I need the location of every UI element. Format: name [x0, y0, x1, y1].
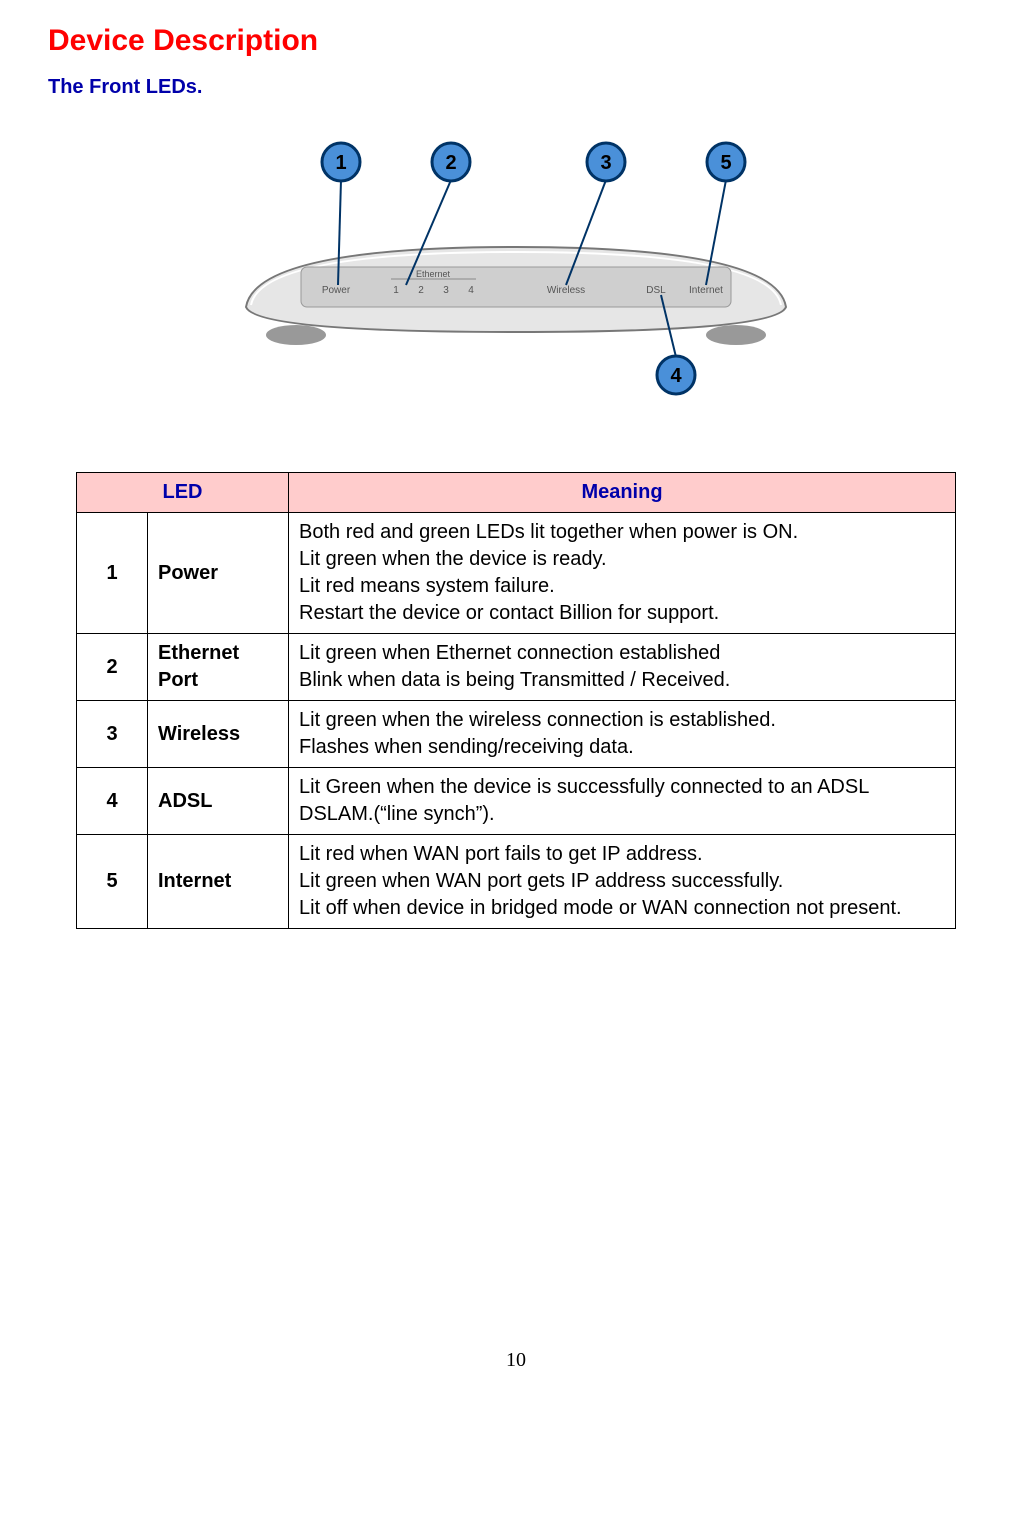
row-meaning: Lit green when Ethernet connection estab…: [289, 634, 956, 701]
row-meaning: Lit Green when the device is successfull…: [289, 768, 956, 835]
row-number: 4: [77, 768, 148, 835]
meaning-line: Flashes when sending/receiving data.: [299, 734, 945, 761]
row-led-name: Power: [148, 513, 289, 634]
meaning-line: Lit red means system failure.: [299, 573, 945, 600]
meaning-line: Lit red when WAN port fails to get IP ad…: [299, 841, 945, 868]
row-meaning: Lit red when WAN port fails to get IP ad…: [289, 835, 956, 929]
meaning-line: Lit green when the wireless connection i…: [299, 707, 945, 734]
meaning-line: Lit Green when the device is successfull…: [299, 774, 945, 828]
svg-text:4: 4: [468, 285, 474, 296]
svg-text:Power: Power: [322, 285, 351, 296]
meaning-line: Restart the device or contact Billion fo…: [299, 600, 945, 627]
led-table: LED Meaning 1Power Both red and green LED…: [76, 472, 956, 929]
svg-text:DSL: DSL: [646, 285, 666, 296]
th-meaning: Meaning: [289, 473, 956, 513]
page-number: 10: [48, 1349, 984, 1372]
svg-text:2: 2: [445, 152, 456, 174]
device-svg: Power 1 2 3 4 Wireless DSL Internet Ethernet 1 2 3 5…: [206, 117, 826, 417]
svg-text:Wireless: Wireless: [547, 285, 585, 296]
row-meaning: Both red and green LEDs lit together whe…: [289, 513, 956, 634]
svg-text:Internet: Internet: [689, 285, 723, 296]
row-led-name: Ethernet Port: [148, 634, 289, 701]
meaning-line: Lit green when WAN port gets IP address …: [299, 868, 945, 895]
table-row: 3Wireless Lit green when the wireless con…: [77, 701, 956, 768]
svg-text:4: 4: [670, 365, 682, 387]
svg-text:2: 2: [418, 285, 424, 296]
svg-text:3: 3: [600, 152, 611, 174]
meaning-line: Lit green when the device is ready.: [299, 546, 945, 573]
page-title: Device Description: [48, 24, 984, 58]
row-number: 5: [77, 835, 148, 929]
table-row: 1Power Both red and green LEDs lit togeth…: [77, 513, 956, 634]
row-meaning: Lit green when the wireless connection i…: [289, 701, 956, 768]
meaning-line: Blink when data is being Transmitted / R…: [299, 667, 945, 694]
th-led: LED: [77, 473, 289, 513]
row-number: 3: [77, 701, 148, 768]
table-row: 2Ethernet Port Lit green when Ethernet co…: [77, 634, 956, 701]
section-subtitle: The Front LEDs.: [48, 76, 984, 99]
svg-text:3: 3: [443, 285, 449, 296]
svg-text:Ethernet: Ethernet: [416, 269, 451, 279]
svg-text:1: 1: [393, 285, 399, 296]
meaning-line: Lit off when device in bridged mode or W…: [299, 895, 945, 922]
svg-text:5: 5: [720, 152, 731, 174]
table-row: 5Internet Lit red when WAN port fails to …: [77, 835, 956, 929]
row-number: 1: [77, 513, 148, 634]
meaning-line: Lit green when Ethernet connection estab…: [299, 640, 945, 667]
row-number: 2: [77, 634, 148, 701]
device-diagram: Power 1 2 3 4 Wireless DSL Internet Ethernet 1 2 3 5…: [48, 117, 984, 422]
row-led-name: Internet: [148, 835, 289, 929]
row-led-name: Wireless: [148, 701, 289, 768]
row-led-name: ADSL: [148, 768, 289, 835]
table-row: 4ADSLLit Green when the device is succes…: [77, 768, 956, 835]
svg-text:1: 1: [335, 152, 346, 174]
meaning-line: Both red and green LEDs lit together whe…: [299, 519, 945, 546]
